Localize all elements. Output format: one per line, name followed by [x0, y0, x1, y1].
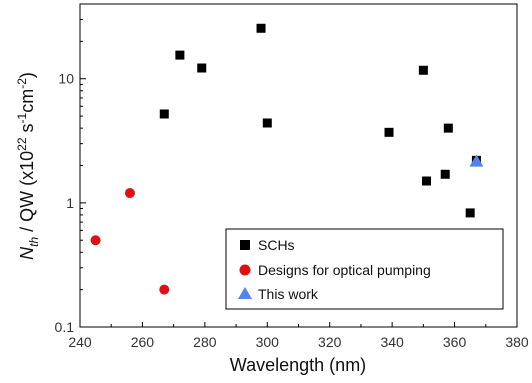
- legend-box: [225, 228, 504, 310]
- y-title-n: N: [17, 246, 37, 260]
- y-title-sub: th: [27, 237, 41, 247]
- point-circle: [90, 235, 101, 246]
- point-triangle: [469, 154, 484, 167]
- legend-label-this-work: This work: [258, 286, 319, 302]
- point-square: [197, 63, 207, 73]
- y-tick-label: 1: [66, 195, 74, 211]
- point-square: [465, 208, 475, 218]
- point-square: [421, 176, 431, 186]
- data-points: [90, 23, 484, 295]
- point-square: [443, 123, 453, 133]
- x-tick-label: 240: [68, 334, 92, 350]
- x-tick-label: 360: [443, 334, 467, 350]
- point-square: [418, 65, 428, 75]
- x-tick-label: 320: [318, 334, 342, 350]
- point-square: [440, 169, 450, 179]
- y-title-exp1: 22: [15, 137, 29, 151]
- legend: SCHs Designs for optical pumping This wo…: [225, 228, 504, 310]
- y-title-exp2: -1: [15, 112, 29, 123]
- x-axis-title: Wavelength (nm): [230, 355, 366, 375]
- y-axis-title: Nth / QW (x1022 s-1cm-2): [15, 72, 41, 260]
- point-square: [262, 118, 272, 128]
- x-tick-label: 380: [505, 334, 529, 350]
- point-square: [175, 50, 185, 60]
- x-axis: 240 260 280 300 320 340 360 380: [68, 322, 529, 350]
- legend-marker-schs: [240, 240, 250, 250]
- y-axis: 0.1 1 10: [55, 3, 86, 335]
- y-title-mid: / QW (x10: [17, 151, 37, 237]
- y-title-close: ): [17, 72, 37, 78]
- x-tick-label: 260: [131, 334, 155, 350]
- y-title-s: s: [17, 123, 37, 137]
- legend-label-schs: SCHs: [258, 237, 295, 253]
- point-square: [159, 109, 169, 119]
- x-tick-label: 300: [256, 334, 280, 350]
- y-tick-label: 0.1: [55, 319, 75, 335]
- y-title-exp3: -2: [15, 78, 29, 89]
- point-square: [384, 127, 394, 137]
- legend-label-optical: Designs for optical pumping: [258, 262, 431, 278]
- y-title-cm: cm: [17, 89, 37, 113]
- x-tick-label: 280: [193, 334, 217, 350]
- point-circle: [124, 188, 135, 199]
- legend-marker-optical: [239, 264, 251, 276]
- x-tick-label: 340: [380, 334, 404, 350]
- y-tick-label: 10: [58, 71, 74, 87]
- legend-marker-this-work: [238, 287, 252, 299]
- point-circle: [159, 284, 170, 295]
- point-square: [256, 23, 266, 33]
